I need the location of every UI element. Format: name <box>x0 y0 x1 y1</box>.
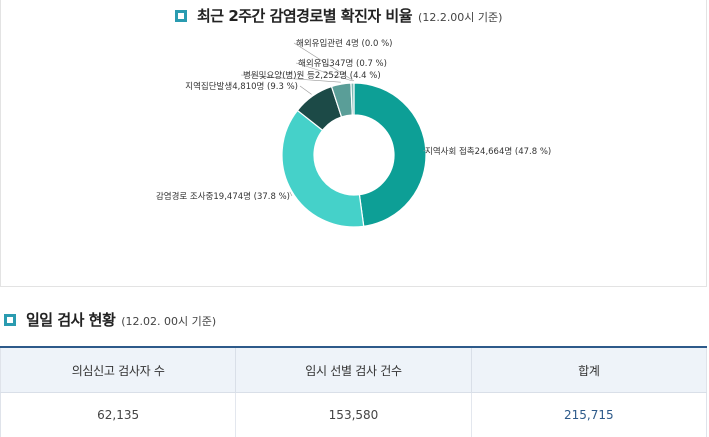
slice-label: 감염경로 조사중19,474명 (37.8 %) <box>156 191 290 202</box>
donut-chart: 지역사회 접촉24,664명 (47.8 %) 감염경로 조사중19,474명 (… <box>156 38 551 228</box>
value-suspected-tests: 62,135 <box>0 392 237 437</box>
donut-slice <box>281 109 365 228</box>
header-suspected-tests: 의심신고 검사자 수 <box>0 347 237 393</box>
table-row: 62,135 153,580 215,715 <box>0 392 707 437</box>
leader-line <box>240 74 341 83</box>
daily-test-table: 의심신고 검사자 수 임시 선별 검사 건수 합계 62,135 153,580… <box>0 346 707 437</box>
donut-slice <box>353 82 427 228</box>
chart-subtitle: (12.2.00시 기준) <box>418 11 503 24</box>
header-total: 합계 <box>471 347 707 393</box>
leader-line <box>422 149 428 152</box>
table-header-row: 의심신고 검사자 수 임시 선별 검사 건수 합계 <box>0 347 707 393</box>
value-temporary-screening: 153,580 <box>235 392 472 437</box>
header-temporary-screening: 임시 선별 검사 건수 <box>235 347 472 393</box>
slice-label: 병원및요양(병)원 등2,252명 (4.4 %) <box>243 70 381 81</box>
test-title: 일일 검사 현황 <box>26 311 116 329</box>
slice-label: 해외유입347명 (0.7 %) <box>298 58 387 69</box>
slice-label: 해외유입관련 4명 (0.0 %) <box>296 38 392 49</box>
square-bullet-icon <box>4 314 16 326</box>
chart-section-title: 최근 2주간 감염경로별 확진자 비율 (12.2.00시 기준) <box>175 5 502 26</box>
chart-title: 최근 2주간 감염경로별 확진자 비율 <box>197 7 413 25</box>
leader-line <box>289 191 293 197</box>
value-total: 215,715 <box>471 392 707 437</box>
leader-line <box>293 42 355 82</box>
slice-label: 지역사회 접촉24,664명 (47.8 %) <box>425 146 551 157</box>
donut-slice <box>350 82 355 116</box>
test-subtitle: (12.02. 00시 기준) <box>121 315 217 328</box>
leader-line <box>299 85 312 95</box>
slice-label: 지역집단발생4,810명 (9.3 %) <box>185 81 298 92</box>
test-section-title: 일일 검사 현황 (12.02. 00시 기준) <box>4 309 216 330</box>
chart-panel <box>0 0 707 287</box>
leader-line <box>295 62 353 82</box>
square-bullet-icon <box>175 10 187 22</box>
